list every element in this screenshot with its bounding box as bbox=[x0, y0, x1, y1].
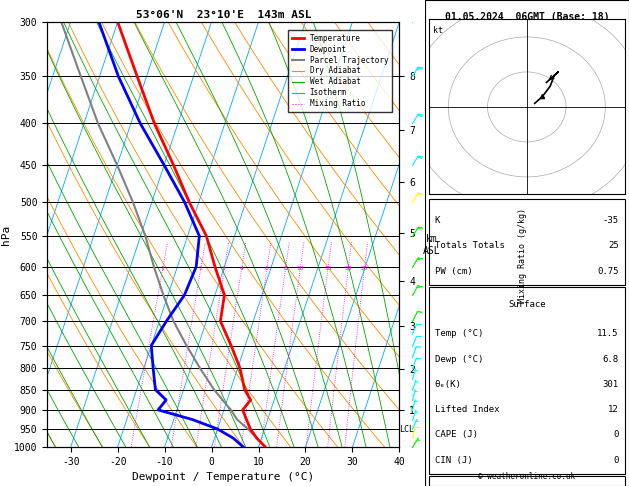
Text: Dewp (°C): Dewp (°C) bbox=[435, 355, 483, 364]
Text: Mixing Ratio (g/kg): Mixing Ratio (g/kg) bbox=[518, 208, 527, 303]
Text: 01.05.2024  06GMT (Base: 18): 01.05.2024 06GMT (Base: 18) bbox=[445, 12, 609, 22]
Text: kt: kt bbox=[433, 26, 443, 35]
Bar bbox=[429, 199, 625, 285]
Text: K: K bbox=[435, 216, 440, 225]
Text: 301: 301 bbox=[603, 380, 619, 389]
Text: 6: 6 bbox=[265, 266, 269, 271]
Legend: Temperature, Dewpoint, Parcel Trajectory, Dry Adiabat, Wet Adiabat, Isotherm, Mi: Temperature, Dewpoint, Parcel Trajectory… bbox=[288, 30, 392, 112]
Text: 3: 3 bbox=[222, 266, 226, 271]
Text: 0.75: 0.75 bbox=[598, 267, 619, 276]
Text: CIN (J): CIN (J) bbox=[435, 456, 472, 465]
Text: 12: 12 bbox=[608, 405, 619, 414]
Text: LCL: LCL bbox=[399, 425, 415, 434]
X-axis label: Dewpoint / Temperature (°C): Dewpoint / Temperature (°C) bbox=[132, 472, 314, 483]
Text: 15: 15 bbox=[324, 266, 331, 271]
Text: 11.5: 11.5 bbox=[598, 330, 619, 338]
Text: 6.8: 6.8 bbox=[603, 355, 619, 364]
Text: 20: 20 bbox=[344, 266, 352, 271]
Text: θₑ(K): θₑ(K) bbox=[435, 380, 462, 389]
Text: 0: 0 bbox=[613, 456, 619, 465]
Text: PW (cm): PW (cm) bbox=[435, 267, 472, 276]
Text: 4: 4 bbox=[239, 266, 243, 271]
Title: 53°06'N  23°10'E  143m ASL: 53°06'N 23°10'E 143m ASL bbox=[135, 10, 311, 20]
Y-axis label: hPa: hPa bbox=[1, 225, 11, 244]
Text: 0: 0 bbox=[613, 431, 619, 439]
Bar bbox=[429, 476, 625, 486]
Text: 25: 25 bbox=[608, 242, 619, 250]
Text: © weatheronline.co.uk: © weatheronline.co.uk bbox=[478, 472, 576, 481]
Text: -35: -35 bbox=[603, 216, 619, 225]
Text: 8: 8 bbox=[283, 266, 287, 271]
Bar bbox=[429, 287, 625, 474]
Text: 2: 2 bbox=[198, 266, 202, 271]
Text: CAPE (J): CAPE (J) bbox=[435, 431, 478, 439]
Text: Surface: Surface bbox=[508, 300, 545, 309]
Text: 1: 1 bbox=[160, 266, 164, 271]
Text: 25: 25 bbox=[360, 266, 368, 271]
Y-axis label: km
ASL: km ASL bbox=[423, 235, 440, 256]
Text: Temp (°C): Temp (°C) bbox=[435, 330, 483, 338]
Text: Totals Totals: Totals Totals bbox=[435, 242, 504, 250]
Text: 10: 10 bbox=[296, 266, 304, 271]
Text: Lifted Index: Lifted Index bbox=[435, 405, 499, 414]
